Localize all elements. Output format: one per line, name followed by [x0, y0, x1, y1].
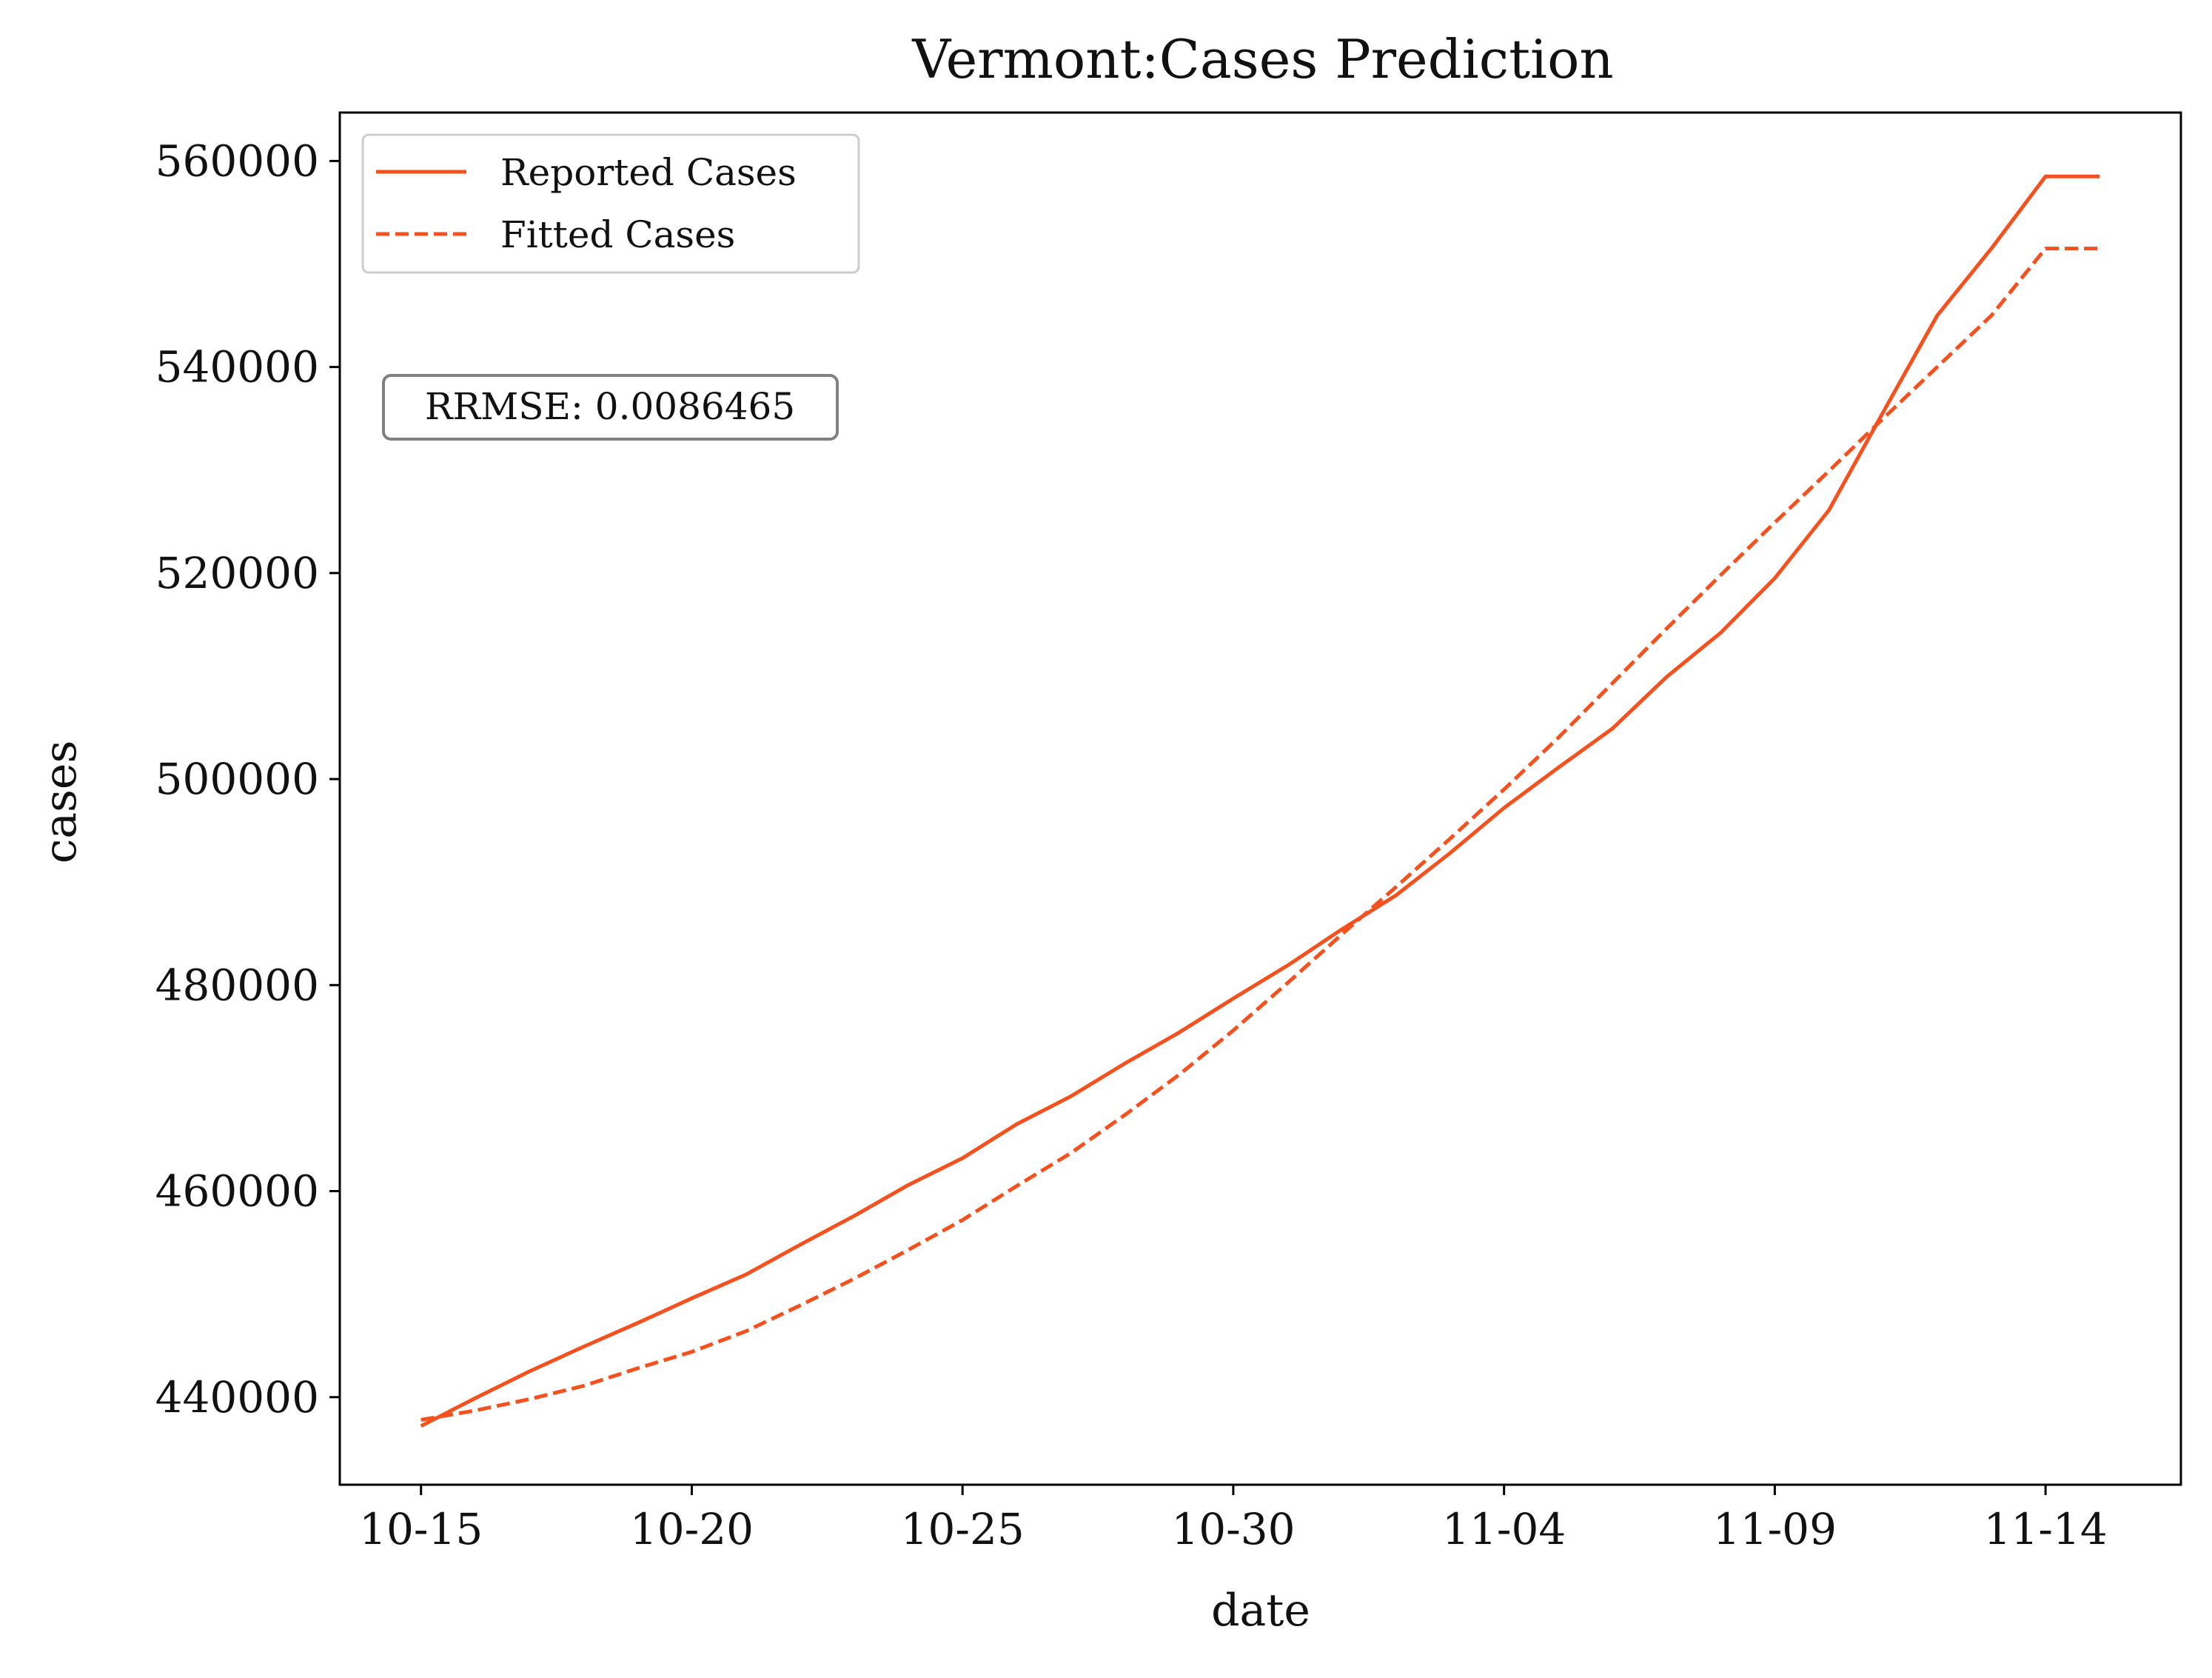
y-tick-label: 500000	[155, 754, 319, 804]
chart-title: Vermont:Cases Prediction	[911, 28, 1614, 90]
y-tick-label: 440000	[155, 1372, 319, 1423]
x-tick-label: 11-04	[1442, 1504, 1566, 1554]
x-tick-label: 11-14	[1984, 1504, 2108, 1554]
x-tick-label: 10-15	[359, 1504, 483, 1554]
y-axis-label: cases	[35, 741, 87, 863]
y-tick-label: 460000	[155, 1166, 319, 1217]
plot-area	[338, 111, 2182, 1486]
y-axis: 440000 460000 480000 500000 520000 540000 5600…	[155, 136, 340, 1423]
rrmse-annotation: RRMSE: 0.0086465	[382, 374, 839, 441]
series-layer	[420, 174, 2100, 1428]
legend: Reported Cases Fitted Cases	[361, 133, 860, 274]
y-tick-label: 520000	[155, 548, 319, 598]
annotation-text: RRMSE: 0.0086465	[425, 385, 795, 428]
legend-box	[361, 133, 860, 274]
x-tick-label: 11-09	[1713, 1504, 1837, 1554]
series-line-fitted-cases	[420, 247, 2100, 1422]
y-tick-label: 480000	[155, 960, 319, 1010]
annotation-box	[382, 374, 839, 441]
legend-label-reported-cases: Reported Cases	[500, 151, 797, 194]
x-tick-label: 10-30	[1171, 1504, 1295, 1554]
legend-label-fitted-cases: Fitted Cases	[500, 213, 735, 256]
x-tick-label: 10-25	[901, 1504, 1025, 1554]
y-tick-label: 560000	[155, 136, 319, 186]
x-tick-label: 10-20	[630, 1504, 754, 1554]
x-axis: 10-15 10-20 10-25 10-30 11-04 11-09 11-14	[359, 1485, 2108, 1554]
x-axis-label: date	[1211, 1585, 1310, 1637]
y-tick-label: 540000	[155, 342, 319, 392]
series-line-reported-cases	[420, 174, 2100, 1428]
